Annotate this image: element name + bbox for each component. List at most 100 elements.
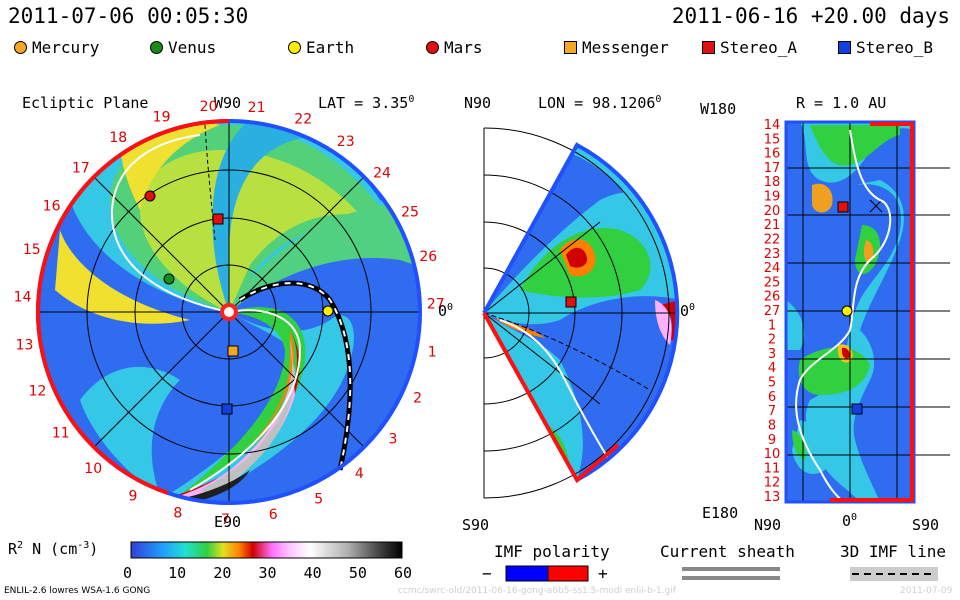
footer-date-label: 2011-07-09 [900,586,953,596]
colorbar-tick-label: 10 [168,564,187,582]
radial-tick-label: 27 [764,304,781,319]
footer-file-label: ccmc/swrc-old/2011-06-16-gong-a6b5-ss1.5… [398,586,676,596]
radial-tick-label: 24 [764,261,781,276]
carrington-tick-label: 8 [173,506,182,522]
stereo-a-position-icon [212,213,224,225]
radial-tick-label: 10 [764,447,781,462]
imf-polarity-label: IMF polarity [494,542,610,561]
legend-label: Mars [444,38,483,57]
ecliptic-boundary-negative [36,119,230,495]
radial-tick-label: 23 [764,247,781,262]
colorbar-tick-label: 0 [123,564,133,582]
carrington-tick-label: 26 [419,249,437,265]
legend-stereo-b: Stereo_B [838,38,933,57]
colorbar-tick-label: 20 [213,564,232,582]
radial-tick-label: 9 [768,433,776,448]
radial-tick-label: 12 [764,476,781,491]
mercury-marker-icon [14,41,27,54]
radial-tick-label: 20 [764,204,781,219]
carrington-tick-label: 2 [413,390,422,406]
legend-mars: Mars [426,38,483,57]
ecliptic-title: Ecliptic Plane [22,94,149,112]
legend-mercury: Mercury [14,38,99,57]
radial-tick-label: 17 [764,161,781,176]
stereo-a-marker-icon [702,41,715,54]
carrington-tick-label: 25 [401,205,419,221]
footer-model-label: ENLIL-2.6 lowres WSA-1.6 GONG [4,586,151,596]
radial-tick-label: 21 [764,218,781,233]
legend-messenger: Messenger [564,38,669,57]
carrington-tick-label: 7 [221,512,230,528]
ecliptic-right-label: 00 [438,302,454,320]
earth-marker-icon [288,41,301,54]
colorbar-tick-label: 60 [394,564,413,582]
radial-tick-label: 7 [768,404,776,419]
carrington-tick-label: 20 [200,99,218,115]
carrington-tick-label: 15 [23,242,41,258]
carrington-tick-label: 4 [355,466,364,482]
carrington-tick-label: 18 [109,130,127,146]
radial-tick-label: 16 [764,147,781,162]
meridional-boundary-positive [482,142,680,482]
datetime-label: 2011-07-06 00:05:30 [8,4,249,28]
carrington-tick-label: 23 [337,134,355,150]
stereo-b-position-icon [221,403,233,415]
venus-marker-icon [150,41,163,54]
ecliptic-top-label: W90 [214,94,242,112]
radial-tick-label: 5 [768,376,776,391]
imf-line-swatch [850,567,938,581]
imf-line-label: 3D IMF line [840,542,946,561]
stereo-b-radial-icon [851,403,863,415]
carrington-tick-label: 17 [72,160,90,176]
meridional-current-sheath [499,319,616,471]
radial-tick-label: 11 [764,461,781,476]
carrington-tick-label: 10 [84,461,102,477]
radial-current-sheath [795,129,892,503]
lat-label: LAT = 3.350 [318,94,415,112]
colorbar-strip [130,541,403,559]
run-label: 2011-06-16 +20.00 days [671,4,950,28]
legend-venus: Venus [150,38,216,57]
radial-tick-label: 3 [768,347,776,362]
carrington-tick-label: 14 [14,289,32,305]
radial-tick-label: 19 [764,190,781,205]
colorbar-tick-label: 40 [303,564,322,582]
carrington-tick-label: 6 [269,507,278,523]
meridional-bottom-label: S90 [462,516,490,534]
colorbar-tick-label: 30 [258,564,277,582]
legend-label: Venus [168,38,217,57]
radial-tick-label: 26 [764,290,781,305]
carrington-tick-label: 3 [388,432,397,448]
meridional-top-label: N90 [464,94,492,112]
radial-tick-label: 4 [768,361,776,376]
meridional-right-label: 00 [680,302,696,320]
radial-tick-label: 1 [768,318,776,333]
carrington-tick-label: 21 [248,100,266,116]
r-label: R = 1.0 AU [796,94,887,112]
radial-x-label-s90: S90 [912,516,940,534]
current-sheath-swatch [682,567,780,580]
colorbar-title: R2 N (cm-3) [8,540,99,558]
radial-top-left-label: W180 [700,100,737,118]
messenger-marker-icon [564,41,577,54]
meridional-grid [483,127,675,499]
earth-position-icon [322,305,334,317]
meridional-boundary-negative [482,312,620,484]
earth-radial-icon [841,305,853,317]
imf-field-line [238,280,353,471]
current-sheath-label: Current sheath [660,542,795,561]
stereo-b-marker-icon [838,41,851,54]
carrington-tick-label: 22 [294,112,312,128]
venus-position-icon [163,273,175,285]
radial-tick-label: 8 [768,419,776,434]
mars-marker-icon [426,41,439,54]
current-sheath-line [110,134,302,491]
radial-tick-label: 2 [768,333,776,348]
radial-tick-label: 15 [764,132,781,147]
radial-x-label-0: 00 [842,512,858,530]
legend-label: Stereo_A [720,38,798,57]
carrington-tick-label: 5 [314,492,323,508]
carrington-tick-label: 1 [428,345,437,361]
